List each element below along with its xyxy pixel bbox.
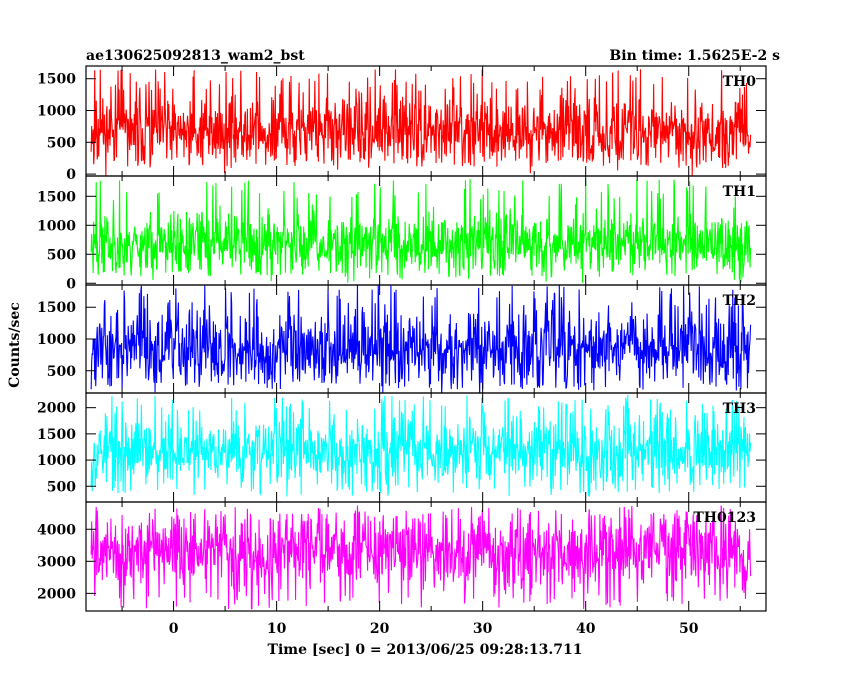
y-tick-label: 2000 <box>37 401 76 417</box>
series-th0-line <box>90 69 752 176</box>
x-tick-label: 0 <box>169 621 179 637</box>
y-tick-label: 1000 <box>37 218 76 234</box>
panel-th0: 0 500 1000 1500 TH0 <box>37 65 767 183</box>
panel-label: TH0 <box>723 74 757 90</box>
panel-label: TH3 <box>723 401 756 417</box>
y-tick-label: 1000 <box>37 453 76 469</box>
y-tick-label: 1000 <box>37 104 76 120</box>
y-tick-label: 1500 <box>37 427 76 443</box>
series-th2-line <box>90 285 752 393</box>
x-tick-label: 10 <box>267 621 287 637</box>
y-tick-label: 500 <box>47 479 76 495</box>
y-tick-label: 1500 <box>37 300 76 316</box>
panel-th1: 0 500 1000 1500 TH1 <box>37 175 767 292</box>
y-tick-label: 500 <box>47 247 76 263</box>
series-th3-line <box>90 394 752 497</box>
panel-label: TH0123 <box>693 510 756 526</box>
panel-frame <box>85 501 767 612</box>
panel-label: TH1 <box>723 184 756 200</box>
x-axis-label: Time [sec] 0 = 2013/06/25 09:28:13.711 <box>268 642 583 658</box>
x-tick-label: 20 <box>370 621 390 637</box>
series-th1-line <box>90 178 752 283</box>
series-th0123-line <box>90 505 752 610</box>
y-tick-label: 0 <box>66 167 76 183</box>
panel-th3: 500 1000 1500 2000 TH3 <box>37 392 767 503</box>
chart-title: ae130625092813_wam2_bst <box>86 48 305 64</box>
y-tick-label: 500 <box>47 364 76 380</box>
x-tick-label: 40 <box>576 621 596 637</box>
x-tick-label: 30 <box>473 621 493 637</box>
y-tick-label: 1000 <box>37 332 76 348</box>
y-tick-label: 1500 <box>37 72 76 88</box>
y-tick-label: 4000 <box>37 522 76 538</box>
y-tick-label: 2000 <box>37 586 76 602</box>
y-tick-label: 0 <box>66 276 76 292</box>
panel-label: TH2 <box>723 293 756 309</box>
panel-th2: 500 1000 1500 TH2 <box>37 284 767 394</box>
chart-subtitle: Bin time: 1.5625E-2 s <box>609 48 780 64</box>
y-tick-label: 1500 <box>37 189 76 205</box>
y-tick-label: 500 <box>47 135 76 151</box>
y-axis-label: Counts/sec <box>7 302 23 388</box>
panel-th0123: 2000 3000 4000 TH0123 <box>37 501 767 612</box>
x-tick-label: 50 <box>679 621 699 637</box>
y-tick-label: 3000 <box>37 554 76 570</box>
